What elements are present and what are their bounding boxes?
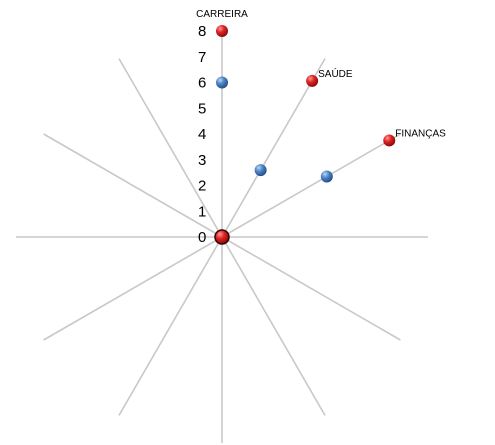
radial-tick-label: 1 <box>198 203 206 220</box>
data-point-blue <box>216 76 228 89</box>
spoke-line <box>118 236 223 416</box>
radial-tick-label: 5 <box>198 100 206 117</box>
spoke-line <box>43 133 223 238</box>
data-points <box>214 25 396 245</box>
data-point-blue <box>254 164 267 177</box>
spoke-line <box>43 236 223 341</box>
radial-tick-label: 7 <box>198 49 206 66</box>
spoke-line <box>221 58 326 238</box>
spoke-lines <box>16 31 428 443</box>
radial-tick-label: 3 <box>198 152 206 169</box>
spoke-line <box>221 133 401 238</box>
radial-tick-labels: 0 1 2 3 4 5 6 7 8 <box>198 23 206 246</box>
spoke-line <box>221 236 326 416</box>
data-point-blue <box>320 170 333 183</box>
radial-tick-label: 8 <box>198 23 206 40</box>
origin-point <box>214 229 230 245</box>
category-label-saúde: SAÚDE <box>318 67 353 80</box>
data-point-red <box>216 25 228 37</box>
radial-tick-label: 6 <box>198 75 206 92</box>
category-label-carreira: CARREIRA <box>196 9 248 20</box>
radial-tick-label: 2 <box>198 178 206 195</box>
data-point-red <box>306 74 319 87</box>
radial-tick-label: 4 <box>198 126 206 143</box>
spoke-line <box>221 236 401 341</box>
radial-tick-label: 0 <box>198 229 206 246</box>
category-labels: CARREIRA SAÚDE FINANÇAS <box>196 9 446 139</box>
category-label-finanças: FINANÇAS <box>395 128 446 139</box>
spoke-line <box>118 58 223 238</box>
data-point-red <box>383 134 396 147</box>
